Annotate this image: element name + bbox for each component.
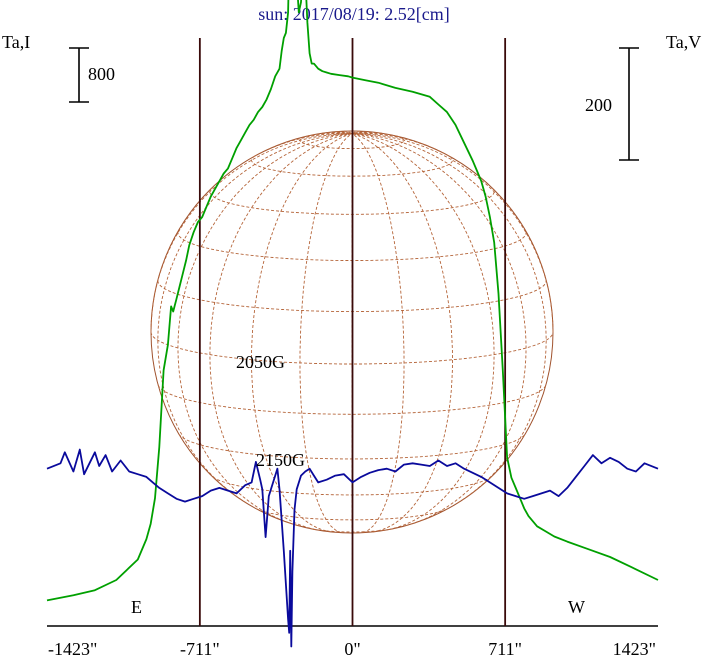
longitude-gridline [351,133,554,333]
longitude-gridline [351,133,547,504]
longitude-gridline [351,133,453,533]
annotation-2050g: 2050G [236,352,285,372]
west-limb-label: W [568,597,585,617]
longitude-gridline [306,132,353,137]
longitude-gridline [351,133,405,533]
longitude-gridline [177,133,353,527]
left-axis-label: Ta,I [2,32,30,52]
x-tick-label: 711" [488,639,522,659]
longitude-gridline [343,130,353,134]
x-tick-labels: -1423" -711" 0" 711" 1423" [48,639,656,659]
vertical-reference-lines [198,38,507,626]
longitude-gridline [150,133,353,333]
longitude-gridline [351,132,450,157]
data-series [46,0,659,648]
annotation-2150g: 2150G [256,450,305,470]
x-tick-label: 0" [344,639,360,659]
longitude-gridline [157,133,353,504]
solar-disk-grid [150,130,554,534]
longitude-gridline [351,133,495,530]
longitude-gridline [254,132,353,157]
longitude-gridline [351,133,527,527]
longitude-gridline [251,133,353,533]
latitude-gridline [251,155,453,177]
east-limb-label: E [131,597,142,617]
series-line-i [46,0,659,602]
x-tick-label: -1423" [48,639,97,659]
longitude-gridline [336,131,353,135]
series-line-v [46,448,659,648]
longitude-gridline [299,133,353,533]
x-tick-label: -711" [180,639,220,659]
right-scale-bar-label: 200 [585,95,612,115]
right-axis-label: Ta,V [666,32,701,52]
left-scale-bar-label: 800 [88,64,115,84]
x-tick-label: 1423" [613,639,656,659]
longitude-gridline [209,133,353,530]
longitude-gridline [351,131,368,135]
